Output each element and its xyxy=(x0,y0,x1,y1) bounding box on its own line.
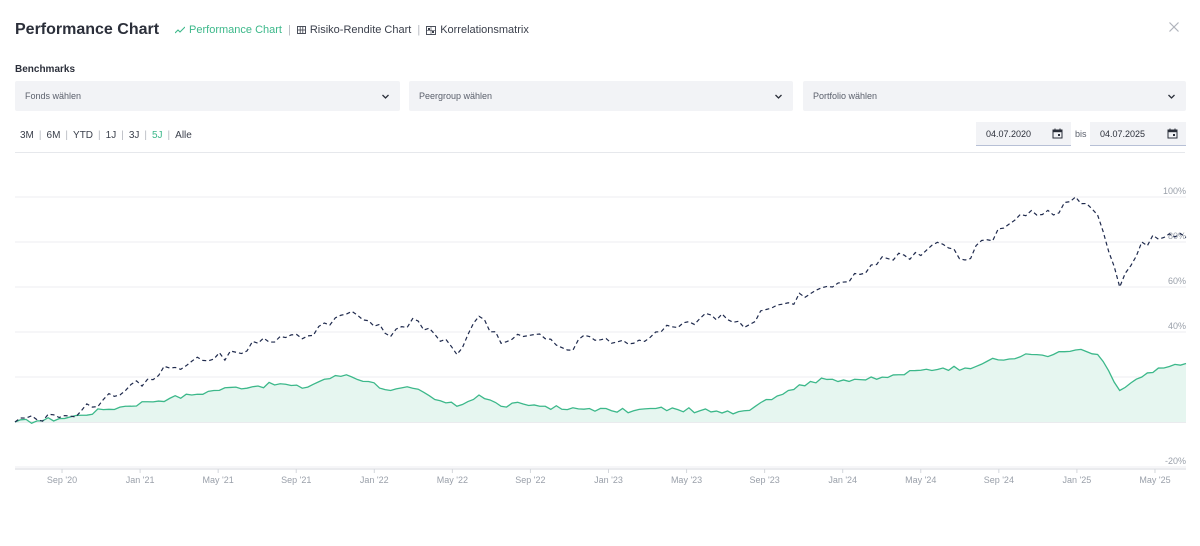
x-tick-label: Sep '21 xyxy=(281,475,311,485)
x-tick-label: May '24 xyxy=(905,475,936,485)
tab-separator: | xyxy=(417,24,421,36)
range-separator: | xyxy=(38,129,42,141)
y-tick-label: -20% xyxy=(1165,456,1186,466)
header: Performance Chart Performance Chart | Ri… xyxy=(15,18,529,42)
range-separator: | xyxy=(121,129,124,141)
x-tick-label: Jan '23 xyxy=(594,475,623,485)
series-area-fill xyxy=(15,349,1186,424)
date-to-input[interactable]: 04.07.2025 xyxy=(1090,122,1186,146)
tab-performance-chart[interactable]: Performance Chart xyxy=(175,24,282,36)
range-separator: | xyxy=(167,129,171,141)
range-separator: | xyxy=(65,129,69,141)
date-to-value: 04.07.2025 xyxy=(1100,128,1146,139)
tab-label: Performance Chart xyxy=(189,24,282,36)
time-range-selector: 3M | 6M | YTD | 1J | 3J | 5J | Alle xyxy=(20,128,192,142)
tab-correlation-matrix[interactable]: Korrelationsmatrix xyxy=(426,24,529,36)
range-5j[interactable]: 5J xyxy=(151,129,163,141)
calendar-icon[interactable] xyxy=(1167,128,1178,139)
x-tick-label: May '23 xyxy=(671,475,702,485)
benchmarks-label: Benchmarks xyxy=(15,64,76,75)
range-3m[interactable]: 3M xyxy=(20,129,34,141)
range-separator: | xyxy=(98,129,101,141)
range-separator: | xyxy=(144,129,147,141)
select-placeholder: Portfolio wählen xyxy=(813,91,878,101)
range-3j[interactable]: 3J xyxy=(128,129,140,141)
y-tick-label: 60% xyxy=(1168,276,1186,286)
x-tick-label: Jan '22 xyxy=(360,475,389,485)
chevron-down-icon xyxy=(774,92,783,101)
page-title: Performance Chart xyxy=(15,21,160,38)
x-tick-label: Jan '24 xyxy=(828,475,857,485)
trend-line-icon xyxy=(175,26,186,34)
series-line-dashed xyxy=(14,196,1187,423)
select-placeholder: Fonds wählen xyxy=(25,91,82,101)
y-tick-label: 100% xyxy=(1163,186,1186,196)
fonds-select[interactable]: Fonds wählen xyxy=(15,81,400,111)
x-tick-label: Jan '21 xyxy=(126,475,155,485)
series-line-solid xyxy=(14,348,1187,425)
range-alle[interactable]: Alle xyxy=(175,129,192,141)
range-ytd[interactable]: YTD xyxy=(73,129,94,141)
x-tick-label: Jan '25 xyxy=(1063,475,1092,485)
grid-icon xyxy=(296,26,306,34)
matrix-icon xyxy=(426,25,437,35)
calendar-icon[interactable] xyxy=(1052,128,1063,139)
date-separator: bis xyxy=(1075,129,1087,139)
portfolio-select[interactable]: Portfolio wählen xyxy=(803,81,1186,111)
divider xyxy=(15,152,1185,153)
date-from-value: 04.07.2020 xyxy=(986,128,1032,139)
x-tick-label: May '22 xyxy=(437,475,468,485)
x-tick-label: May '25 xyxy=(1139,475,1170,485)
x-tick-label: Sep '20 xyxy=(47,475,77,485)
range-6m[interactable]: 6M xyxy=(46,129,61,141)
close-icon[interactable] xyxy=(1168,20,1180,32)
select-placeholder: Peergroup wählen xyxy=(419,91,493,101)
chevron-down-icon xyxy=(381,92,390,101)
x-tick-label: Sep '24 xyxy=(984,475,1014,485)
range-1j[interactable]: 1J xyxy=(105,129,117,141)
tab-risk-return-chart[interactable]: Risiko-Rendite Chart xyxy=(296,24,412,36)
date-from-input[interactable]: 04.07.2020 xyxy=(976,122,1071,146)
y-tick-label: 40% xyxy=(1168,321,1186,331)
x-tick-label: Sep '22 xyxy=(515,475,545,485)
peergroup-select[interactable]: Peergroup wählen xyxy=(409,81,793,111)
chevron-down-icon xyxy=(1167,92,1176,101)
x-tick-label: May '21 xyxy=(203,475,234,485)
x-tick-label: Sep '23 xyxy=(750,475,780,485)
tab-separator: | xyxy=(287,24,291,36)
tab-label: Risiko-Rendite Chart xyxy=(309,24,412,36)
tab-label: Korrelationsmatrix xyxy=(440,24,529,36)
